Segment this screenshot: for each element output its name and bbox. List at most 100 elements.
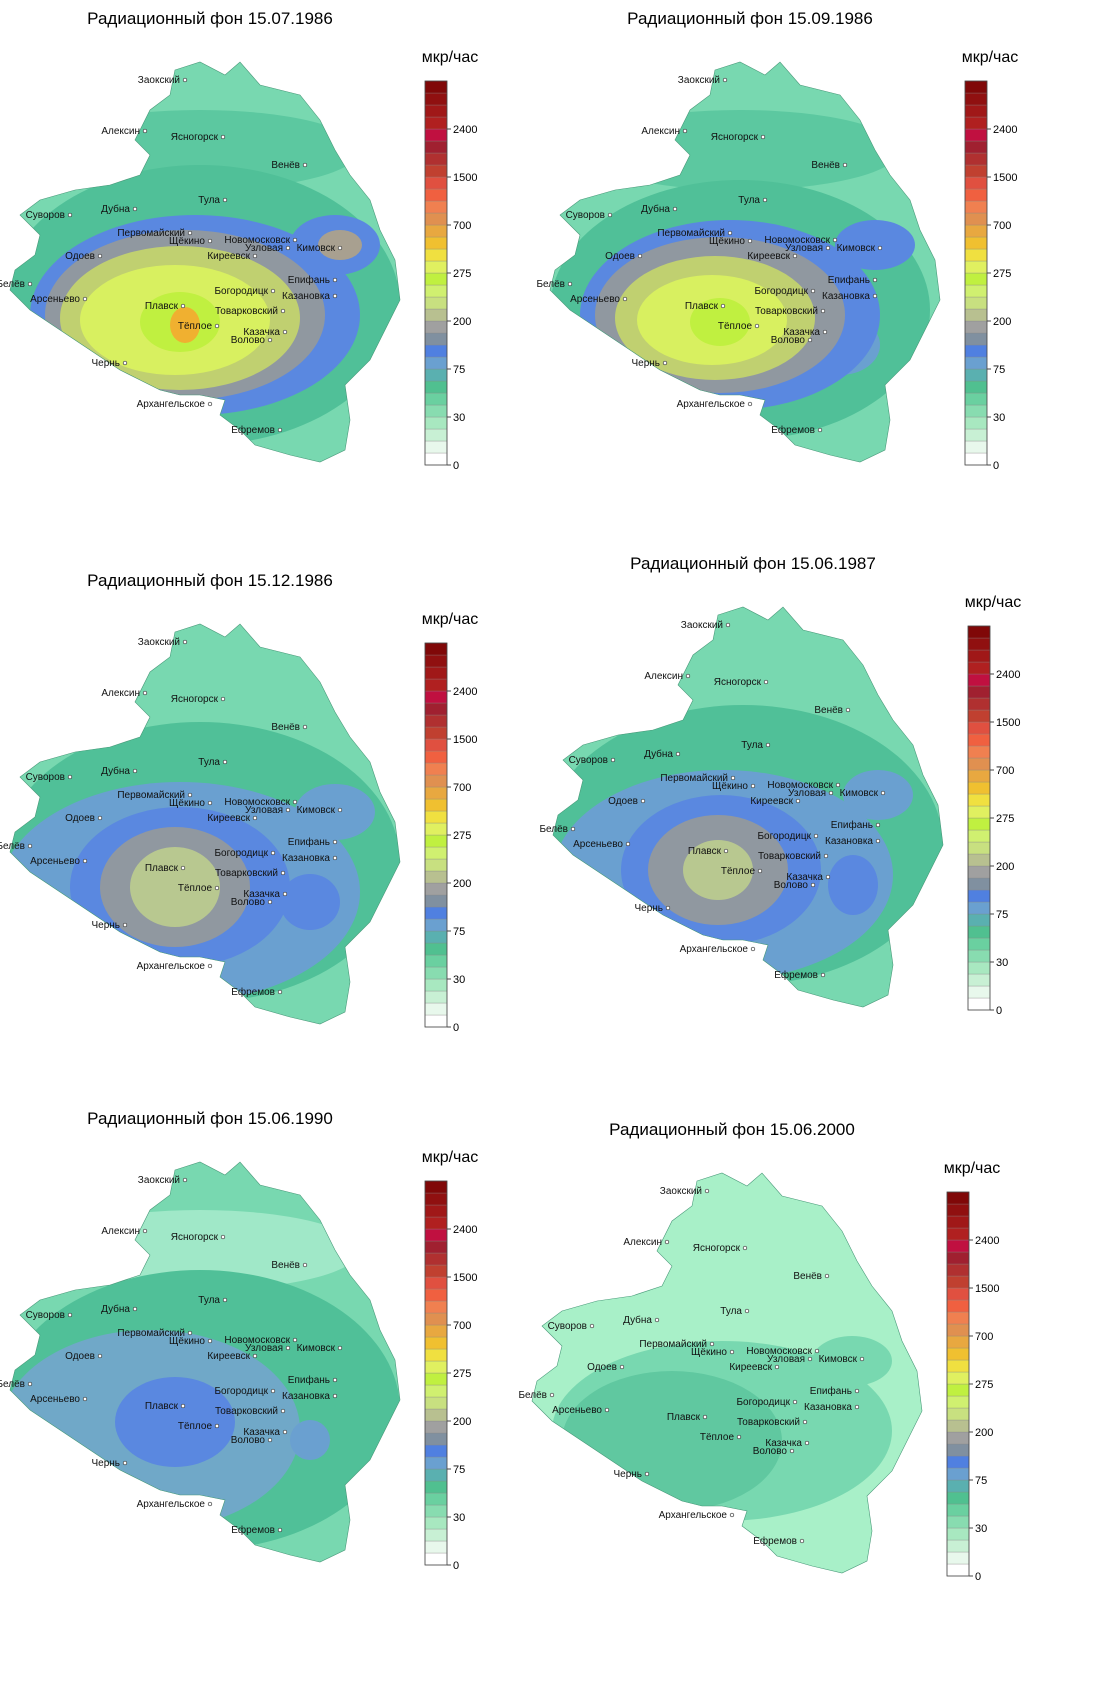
city-dot (188, 231, 192, 235)
city-dot (281, 1409, 285, 1413)
city-label: Дубна (101, 203, 130, 215)
city-dot (133, 207, 137, 211)
city-label: Венёв (271, 722, 300, 733)
legend-cell (425, 273, 447, 285)
city-label: Архангельское (659, 1510, 728, 1521)
city-dot (143, 1229, 147, 1233)
city-dot (223, 760, 227, 764)
legend-cell (947, 1480, 969, 1492)
legend-unit: мкр/час (422, 611, 479, 628)
city-dot (833, 238, 837, 242)
legend-cell (425, 799, 447, 811)
legend-cell (965, 141, 987, 153)
legend-tick-label: 275 (996, 813, 1014, 825)
legend-cell (965, 213, 987, 225)
city-label: Чернь (91, 358, 120, 369)
city-label: Товарковский (758, 851, 821, 862)
city-label: Чернь (91, 1458, 120, 1469)
city-dot (873, 278, 877, 282)
city-dot (800, 1539, 804, 1543)
city-dot (663, 361, 667, 365)
legend-cell (947, 1312, 969, 1324)
city-label: Заокский (678, 75, 720, 86)
city-label: Ясногорск (171, 694, 219, 705)
city-dot (761, 135, 765, 139)
legend-cell (425, 81, 447, 93)
legend-cell (965, 177, 987, 189)
city-label: Кимовск (297, 1343, 336, 1354)
legend-cell (965, 153, 987, 165)
legend-tick-label: 1500 (453, 172, 477, 184)
contour-zone (290, 1420, 330, 1460)
city-dot (626, 842, 630, 846)
city-dot (758, 869, 762, 873)
city-dot (268, 1438, 272, 1442)
legend-tick-label: 275 (975, 1379, 993, 1391)
city-dot (724, 849, 728, 853)
city-dot (208, 1339, 212, 1343)
city-label: Киреевск (747, 251, 790, 262)
legend-cell (425, 787, 447, 799)
city-dot (728, 231, 732, 235)
city-dot (611, 758, 615, 762)
city-dot (293, 1338, 297, 1342)
city-label: Одоев (587, 1362, 617, 1373)
city-dot (855, 1405, 859, 1409)
legend-tick-label: 275 (453, 830, 471, 842)
city-label: Одоев (65, 813, 95, 824)
city-label: Архангельское (137, 961, 206, 972)
city-dot (338, 246, 342, 250)
legend-tick-label: 1500 (975, 1283, 999, 1295)
legend-cell (968, 770, 990, 782)
city-label: Ясногорск (171, 1232, 219, 1243)
city-dot (68, 775, 72, 779)
legend-tick-label: 200 (453, 878, 471, 890)
city-dot (123, 361, 127, 365)
legend-cell (965, 309, 987, 321)
city-label: Одоев (605, 251, 635, 262)
city-label: Венёв (271, 160, 300, 171)
legend-cell (968, 722, 990, 734)
legend-tick-label: 30 (453, 974, 465, 986)
legend-tick-label: 75 (993, 364, 1005, 376)
legend-cell (425, 261, 447, 273)
legend-cell (425, 871, 447, 883)
legend-cell (425, 739, 447, 751)
legend-tick-label: 0 (453, 460, 459, 472)
city-label: Арсеньево (30, 294, 80, 305)
legend-cell (425, 751, 447, 763)
city-dot (737, 1435, 741, 1439)
city-label: Богородицк (214, 286, 268, 297)
legend-cell (947, 1540, 969, 1552)
legend-cell (425, 1421, 447, 1433)
legend-cell (965, 249, 987, 261)
legend-cell (947, 1420, 969, 1432)
legend-tick-label: 0 (453, 1022, 459, 1034)
city-dot (623, 297, 627, 301)
legend-cell (947, 1276, 969, 1288)
city-label: Арсеньево (570, 294, 620, 305)
city-label: Заокский (138, 637, 180, 648)
city-dot (710, 1342, 714, 1346)
city-dot (818, 428, 822, 432)
city-label: Тула (720, 1306, 742, 1317)
city-dot (638, 254, 642, 258)
legend-cell (425, 1313, 447, 1325)
legend-cell (425, 1373, 447, 1385)
city-label: Ефремов (231, 986, 275, 998)
city-label: Казановка (825, 836, 873, 847)
legend-cell (425, 177, 447, 189)
city-dot (133, 1307, 137, 1311)
legend-tick-label: 200 (996, 861, 1014, 873)
city-label: Кимовск (837, 243, 876, 254)
city-dot (808, 338, 812, 342)
city-dot (673, 207, 677, 211)
legend-cell (947, 1396, 969, 1408)
city-label: Алексин (101, 688, 140, 699)
city-label: Одоев (65, 1351, 95, 1362)
city-label: Товарковский (215, 306, 278, 317)
city-label: Тула (738, 195, 760, 206)
city-label: Ефремов (231, 424, 275, 436)
city-label: Киреевск (750, 796, 793, 807)
legend-tick-label: 700 (996, 765, 1014, 777)
